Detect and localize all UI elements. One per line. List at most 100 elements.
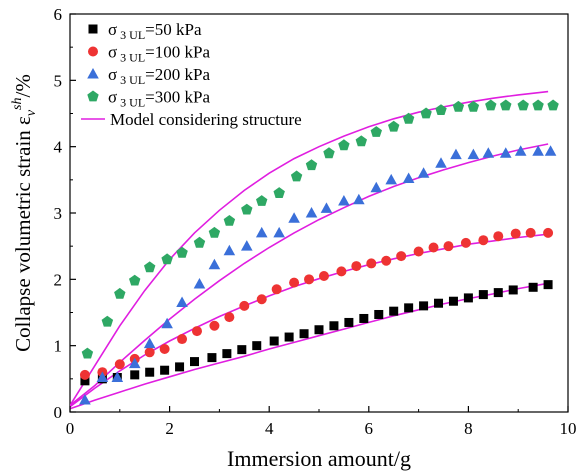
- data-point: [500, 99, 512, 111]
- y-axis: 0 1 2 3 4 5 6: [54, 5, 76, 422]
- y-tick-label: 6: [54, 5, 63, 24]
- x-axis: 0 2 4 6 8 10: [66, 406, 577, 438]
- legend-item-3: σ 3 UL=200 kPa: [87, 65, 210, 87]
- data-point: [443, 241, 454, 252]
- data-point: [304, 274, 315, 285]
- x-tick-label: 8: [464, 419, 473, 438]
- legend-marker: [87, 68, 99, 79]
- legend-label: σ 3 UL=50 kPa: [108, 20, 202, 42]
- data-point: [269, 336, 279, 346]
- series-3-points: [79, 145, 557, 405]
- data-point: [460, 237, 471, 248]
- x-axis-label: Immersion amount/g: [227, 446, 411, 471]
- data-point: [388, 120, 400, 132]
- data-point: [396, 251, 407, 262]
- data-point: [338, 139, 350, 151]
- data-point: [528, 282, 538, 292]
- data-point: [224, 312, 235, 323]
- y-tick-label: 4: [54, 138, 63, 157]
- data-point: [271, 284, 282, 295]
- data-point: [160, 365, 170, 375]
- data-point: [176, 246, 188, 258]
- legend-label: σ 3 UL=300 kPa: [108, 88, 210, 110]
- x-tick-label: 4: [265, 419, 274, 438]
- data-point: [413, 246, 424, 257]
- data-point: [305, 159, 318, 171]
- data-point: [435, 104, 447, 115]
- data-point: [255, 226, 268, 238]
- legend-marker: [88, 24, 98, 34]
- data-point: [543, 227, 554, 238]
- data-point: [366, 258, 377, 269]
- series-4-points: [81, 99, 559, 359]
- data-point: [338, 195, 350, 206]
- data-point: [161, 253, 173, 265]
- data-point: [290, 170, 303, 182]
- y-tick-label: 2: [54, 270, 63, 289]
- y-tick-label: 0: [54, 403, 63, 422]
- data-point: [143, 337, 156, 349]
- data-point: [428, 242, 439, 253]
- data-point: [336, 266, 347, 277]
- data-point: [353, 193, 365, 205]
- data-point: [111, 371, 124, 383]
- data-point: [96, 371, 109, 383]
- data-point: [517, 99, 529, 111]
- model-curve-1: [70, 282, 549, 410]
- data-point: [223, 215, 236, 226]
- data-point: [478, 290, 488, 300]
- data-point: [493, 231, 504, 242]
- legend-marker: [87, 90, 99, 102]
- y-axis-label: Collapse volumetric strain εvsh/%: [10, 74, 39, 352]
- data-point: [344, 317, 354, 327]
- data-point: [129, 274, 141, 286]
- data-point: [209, 320, 220, 331]
- data-point: [419, 301, 429, 311]
- data-point: [381, 255, 392, 266]
- data-point: [314, 325, 324, 335]
- data-point: [435, 157, 447, 168]
- data-point: [389, 306, 399, 316]
- y-tick-label: 5: [54, 71, 63, 90]
- data-point: [223, 244, 236, 256]
- model-curves: [70, 90, 549, 410]
- x-tick-label: 0: [66, 419, 75, 438]
- legend-label: Model considering structure: [110, 110, 302, 129]
- data-point: [240, 240, 253, 251]
- data-point: [359, 313, 369, 323]
- data-point: [79, 369, 90, 380]
- data-point: [404, 303, 414, 313]
- y-axis-label-sup: sh: [10, 97, 25, 109]
- data-point: [305, 207, 318, 218]
- data-point: [547, 99, 559, 111]
- data-point: [499, 147, 512, 158]
- data-point: [80, 376, 90, 386]
- data-point: [508, 285, 518, 295]
- data-point: [417, 167, 430, 178]
- data-point: [237, 345, 247, 355]
- data-point: [101, 315, 114, 327]
- data-point: [161, 317, 173, 329]
- data-point: [191, 326, 202, 337]
- data-point: [256, 294, 267, 305]
- data-point: [318, 271, 329, 282]
- series-2-points: [79, 227, 554, 380]
- legend-marker: [88, 46, 98, 57]
- data-point: [402, 112, 415, 124]
- data-point: [79, 394, 91, 405]
- data-point: [130, 370, 140, 380]
- data-point: [208, 258, 221, 270]
- data-point: [177, 334, 188, 345]
- data-point: [463, 293, 473, 303]
- data-point: [510, 228, 521, 239]
- data-point: [288, 212, 300, 223]
- data-point: [514, 145, 527, 156]
- data-point: [190, 357, 199, 367]
- data-point: [351, 261, 362, 272]
- data-point: [402, 172, 415, 184]
- data-point: [241, 203, 253, 215]
- legend-label: σ 3 UL=100 kPa: [108, 43, 210, 65]
- data-point: [525, 227, 536, 238]
